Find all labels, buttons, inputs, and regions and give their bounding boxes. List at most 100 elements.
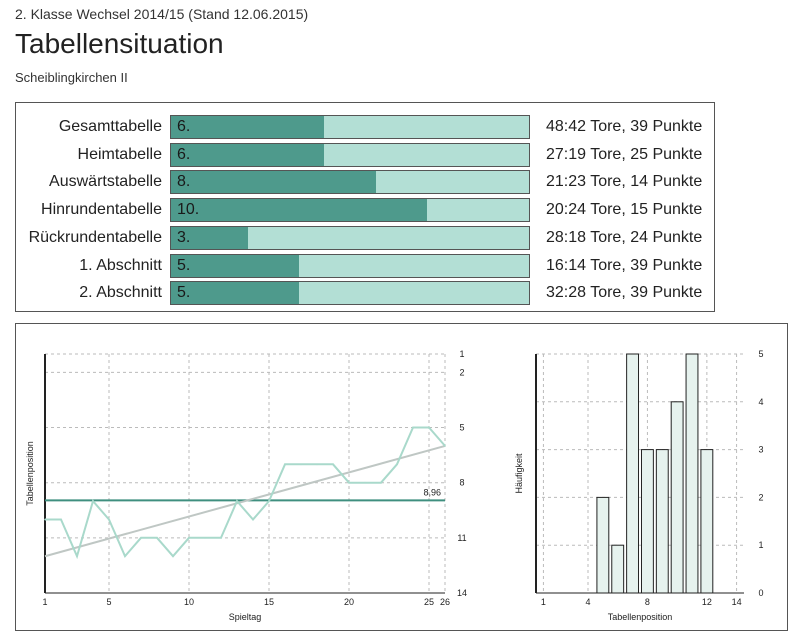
standings-row: Heimtabelle 6. 27:19 Tore, 25 Punkte — [16, 142, 716, 167]
position-bar: 8. — [170, 170, 530, 195]
standings-row-label: Hinrundentabelle — [41, 201, 162, 219]
position-bar-fill — [171, 199, 427, 222]
data-point — [412, 426, 414, 429]
position-label: 6. — [177, 118, 191, 135]
team-name: Scheiblingkirchen II — [15, 70, 128, 85]
hist-bar — [626, 353, 640, 594]
hist-bar — [685, 353, 699, 594]
x-tick-label: 25 — [424, 597, 434, 607]
standings-row-label: 2. Abschnitt — [79, 284, 162, 302]
average-label: 8,96 — [423, 487, 441, 497]
data-point — [60, 518, 62, 521]
breadcrumb: 2. Klasse Wechsel 2014/15 (Stand 12.06.2… — [15, 6, 309, 22]
position-bar: 5. — [170, 281, 530, 306]
hist-y-tick-label: 4 — [758, 397, 763, 407]
hist-bar — [700, 449, 714, 594]
y-tick-label: 11 — [457, 533, 466, 543]
standings-row-stats: 32:28 Tore, 39 Punkte — [546, 284, 703, 302]
position-bar: 6. — [170, 142, 530, 167]
position-bar-fill — [171, 226, 248, 249]
hist-y-tick-label: 3 — [758, 445, 763, 455]
hist-bar — [640, 449, 654, 594]
y-tick-label: 1 — [459, 349, 464, 359]
data-point — [44, 518, 46, 521]
data-point — [220, 537, 222, 539]
hist-y-tick-label: 2 — [758, 492, 763, 502]
data-point — [92, 500, 94, 502]
position-label: 5. — [177, 256, 191, 274]
hist-bar — [670, 401, 684, 594]
y-tick-label: 5 — [459, 423, 464, 433]
position-bar: 6. — [170, 115, 530, 139]
series-line — [45, 426, 446, 560]
standings-row-label: Rückrundentabelle — [28, 228, 162, 246]
standings-row-stats: 28:18 Tore, 24 Punkte — [546, 228, 703, 246]
data-point — [236, 500, 238, 502]
y-tick-label: 8 — [459, 478, 464, 488]
position-label: 8. — [177, 173, 191, 191]
hist-y-axis-label: Häufigkeit — [514, 453, 524, 494]
position-label: 10. — [177, 201, 200, 219]
data-point — [444, 445, 446, 447]
x-tick-label: 15 — [264, 597, 274, 607]
charts-svg: 1 5 10 15 20 25 2612581114SpieltagTabellenposi… — [25, 349, 764, 622]
y-tick-label: 14 — [457, 588, 467, 598]
hist-x-tick-label: 12 — [702, 597, 712, 607]
page-title: Tabellensituation — [15, 28, 224, 59]
y-axis-label: Tabellenposition — [25, 441, 35, 506]
data-point — [316, 463, 318, 466]
position-bar-fill — [171, 143, 325, 166]
hist-bar — [655, 449, 669, 594]
standings-row: 1. Abschnitt 5. 16:14 Tore, 39 Punkte — [16, 253, 716, 278]
position-bar: 3. — [170, 225, 530, 250]
data-point — [396, 463, 398, 466]
standings-row: Hinrundentabelle 10. 20:24 Tore, 15 Punkte — [16, 198, 716, 223]
position-label: 6. — [177, 145, 191, 163]
position-bar: 10. — [170, 198, 530, 223]
data-point — [332, 463, 334, 466]
position-label: 5. — [177, 284, 191, 302]
hist-y-tick-label: 5 — [758, 349, 763, 359]
standings-row-label: Auswärtstabelle — [49, 173, 162, 191]
standings-row-stats: 21:23 Tore, 14 Punkte — [546, 173, 703, 191]
hist-bar — [596, 496, 610, 594]
data-point — [76, 555, 78, 558]
hist-x-tick-label: 8 — [645, 597, 650, 607]
hist-y-tick-label: 1 — [758, 540, 763, 550]
hist-x-tick-label: 14 — [732, 597, 742, 607]
data-point — [380, 481, 382, 484]
data-point — [124, 555, 126, 558]
data-point — [172, 555, 174, 558]
charts-panel: 1 5 10 15 20 25 26 1 2 5 8 11 14 Spieltag Tabellenposi… — [15, 323, 788, 631]
trend-line — [44, 444, 446, 558]
data-point — [140, 537, 142, 539]
data-point — [108, 518, 110, 521]
data-point — [348, 481, 350, 484]
x-tick-label: 10 — [184, 597, 194, 607]
hist-x-axis-label: Tabellenposition — [608, 612, 673, 622]
standings-row-stats: 27:19 Tore, 25 Punkte — [546, 145, 703, 163]
data-point — [204, 537, 206, 539]
x-tick-label: 20 — [344, 597, 354, 607]
data-point — [284, 463, 286, 466]
standings-row: 2. Abschnitt 5. 32:28 Tore, 39 Punkte — [16, 281, 716, 306]
standings-row-label: 1. Abschnitt — [79, 256, 162, 274]
position-bar-fill — [171, 116, 325, 138]
hist-x-tick-label: 1 — [541, 597, 546, 607]
y-tick-label: 2 — [459, 367, 464, 377]
hist-x-tick-label: 4 — [585, 597, 590, 607]
standings-row: Rückrundentabelle 3. 28:18 Tore, 24 Punkte — [16, 225, 716, 250]
standings-row-label: Gesamttabelle — [58, 118, 162, 135]
x-axis-label: Spieltag — [229, 612, 262, 622]
x-tick-label: 26 — [440, 597, 450, 607]
x-tick-label: 1 — [42, 597, 47, 607]
data-point — [428, 426, 430, 429]
standings-row: Gesamttabelle 6. 48:42 Tore, 39 Punkte — [16, 115, 716, 139]
data-point — [268, 500, 270, 502]
position-bar: 5. — [170, 253, 530, 278]
data-point — [252, 518, 254, 521]
standings-row-stats: 48:42 Tore, 39 Punkte — [546, 118, 703, 135]
data-point — [300, 463, 302, 466]
position-bar-fill — [171, 171, 376, 194]
x-tick-label: 5 — [106, 597, 111, 607]
